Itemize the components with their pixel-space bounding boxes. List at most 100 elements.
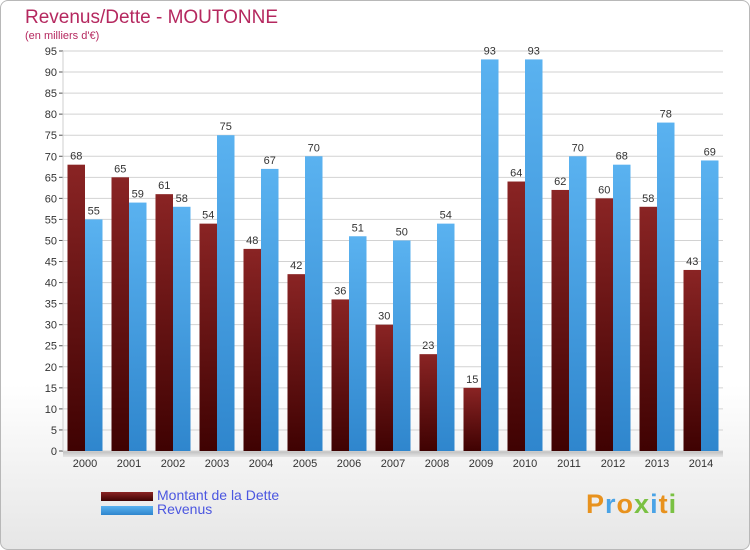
bar-dette	[331, 299, 349, 451]
y-tick-label: 20	[45, 362, 57, 374]
y-tick-label: 25	[45, 341, 57, 353]
data-label-dette: 62	[554, 176, 566, 188]
bar-dette	[243, 248, 261, 451]
legend-label-dette: Montant de la Dette	[157, 487, 280, 503]
logo-letter: t	[658, 489, 669, 519]
data-label-revenus: 50	[396, 226, 408, 238]
bar-dette	[463, 387, 481, 451]
logo-letter: i	[650, 489, 659, 519]
data-label-dette: 15	[466, 374, 478, 386]
logo-letter: P	[586, 489, 606, 519]
bar-revenus	[481, 59, 499, 451]
data-label-dette: 64	[510, 168, 522, 180]
y-tick-label: 60	[45, 193, 57, 205]
x-tick-label: 2003	[205, 458, 229, 470]
y-tick-label: 5	[51, 425, 57, 437]
x-tick-label: 2006	[337, 458, 361, 470]
data-label-dette: 60	[598, 184, 610, 196]
legend-swatch-revenus	[101, 506, 153, 515]
chart-subtitle: (en milliers d'€)	[25, 30, 100, 42]
data-label-dette: 30	[378, 311, 390, 323]
chart-title: Revenus/Dette - MOUTONNE	[25, 7, 279, 28]
bar-dette	[639, 206, 657, 451]
bar-dette	[199, 223, 217, 451]
y-tick-label: 70	[45, 151, 57, 163]
logo-letter: o	[616, 489, 635, 519]
x-tick-label: 2012	[601, 458, 625, 470]
proxiti-logo: Proxiti	[586, 489, 677, 520]
data-label-dette: 42	[290, 260, 302, 272]
y-tick-label: 40	[45, 278, 57, 290]
bar-revenus	[305, 156, 323, 451]
logo-letter: x	[634, 489, 651, 519]
bar-revenus	[393, 240, 411, 451]
y-tick-label: 0	[51, 446, 57, 458]
chart-floor	[63, 451, 723, 457]
y-tick-label: 45	[45, 257, 57, 269]
y-tick-label: 95	[45, 46, 57, 58]
data-label-dette: 48	[246, 235, 258, 247]
x-tick-label: 2009	[469, 458, 493, 470]
data-label-revenus: 51	[352, 222, 364, 234]
bar-dette	[67, 164, 85, 451]
data-label-dette: 65	[114, 163, 126, 175]
bar-dette	[551, 189, 569, 451]
data-label-revenus: 55	[88, 205, 100, 217]
bar-revenus	[349, 236, 367, 451]
bar-revenus	[657, 122, 675, 451]
x-tick-label: 2011	[557, 458, 581, 470]
x-tick-label: 2000	[73, 458, 97, 470]
data-label-revenus: 67	[264, 155, 276, 167]
data-label-dette: 68	[70, 151, 82, 163]
y-tick-label: 75	[45, 130, 57, 142]
x-tick-label: 2013	[645, 458, 669, 470]
data-label-dette: 61	[158, 180, 170, 192]
y-tick-label: 65	[45, 172, 57, 184]
data-label-dette: 43	[686, 256, 698, 268]
data-label-revenus: 68	[616, 151, 628, 163]
x-tick-label: 2010	[513, 458, 537, 470]
bar-revenus	[217, 135, 235, 452]
data-label-revenus: 69	[704, 146, 716, 158]
data-label-dette: 54	[202, 210, 214, 222]
bar-revenus	[701, 160, 719, 451]
bar-dette	[111, 177, 129, 451]
bar-dette	[287, 274, 305, 451]
y-tick-label: 10	[45, 404, 57, 416]
data-label-revenus: 70	[572, 142, 584, 154]
logo-letter: r	[605, 489, 617, 519]
data-label-revenus: 59	[132, 189, 144, 201]
x-tick-label: 2007	[381, 458, 405, 470]
data-label-revenus: 54	[440, 210, 452, 222]
x-tick-label: 2001	[117, 458, 141, 470]
bar-dette	[683, 269, 701, 451]
bar-revenus	[261, 168, 279, 452]
logo-letter: i	[668, 489, 678, 519]
bar-dette	[155, 194, 173, 451]
y-tick-label: 80	[45, 109, 57, 121]
bar-revenus	[85, 219, 103, 451]
bar-dette	[595, 198, 613, 451]
y-tick-label: 55	[45, 214, 57, 226]
y-tick-label: 50	[45, 235, 57, 247]
y-tick-label: 15	[45, 383, 57, 395]
legend-swatch-dette	[101, 492, 153, 501]
bar-revenus	[569, 156, 587, 451]
data-label-dette: 23	[422, 340, 434, 352]
bar-revenus	[613, 164, 631, 451]
bar-dette	[507, 181, 525, 452]
y-tick-label: 35	[45, 299, 57, 311]
bar-dette	[375, 324, 393, 451]
data-label-revenus: 78	[660, 109, 672, 121]
x-tick-label: 2002	[161, 458, 185, 470]
x-tick-label: 2005	[293, 458, 317, 470]
y-tick-label: 90	[45, 67, 57, 79]
data-label-revenus: 70	[308, 142, 320, 154]
legend-label-revenus: Revenus	[157, 501, 213, 517]
x-tick-label: 2004	[249, 458, 273, 470]
data-label-revenus: 58	[176, 193, 188, 205]
bar-revenus	[173, 206, 191, 451]
x-tick-label: 2014	[689, 458, 713, 470]
